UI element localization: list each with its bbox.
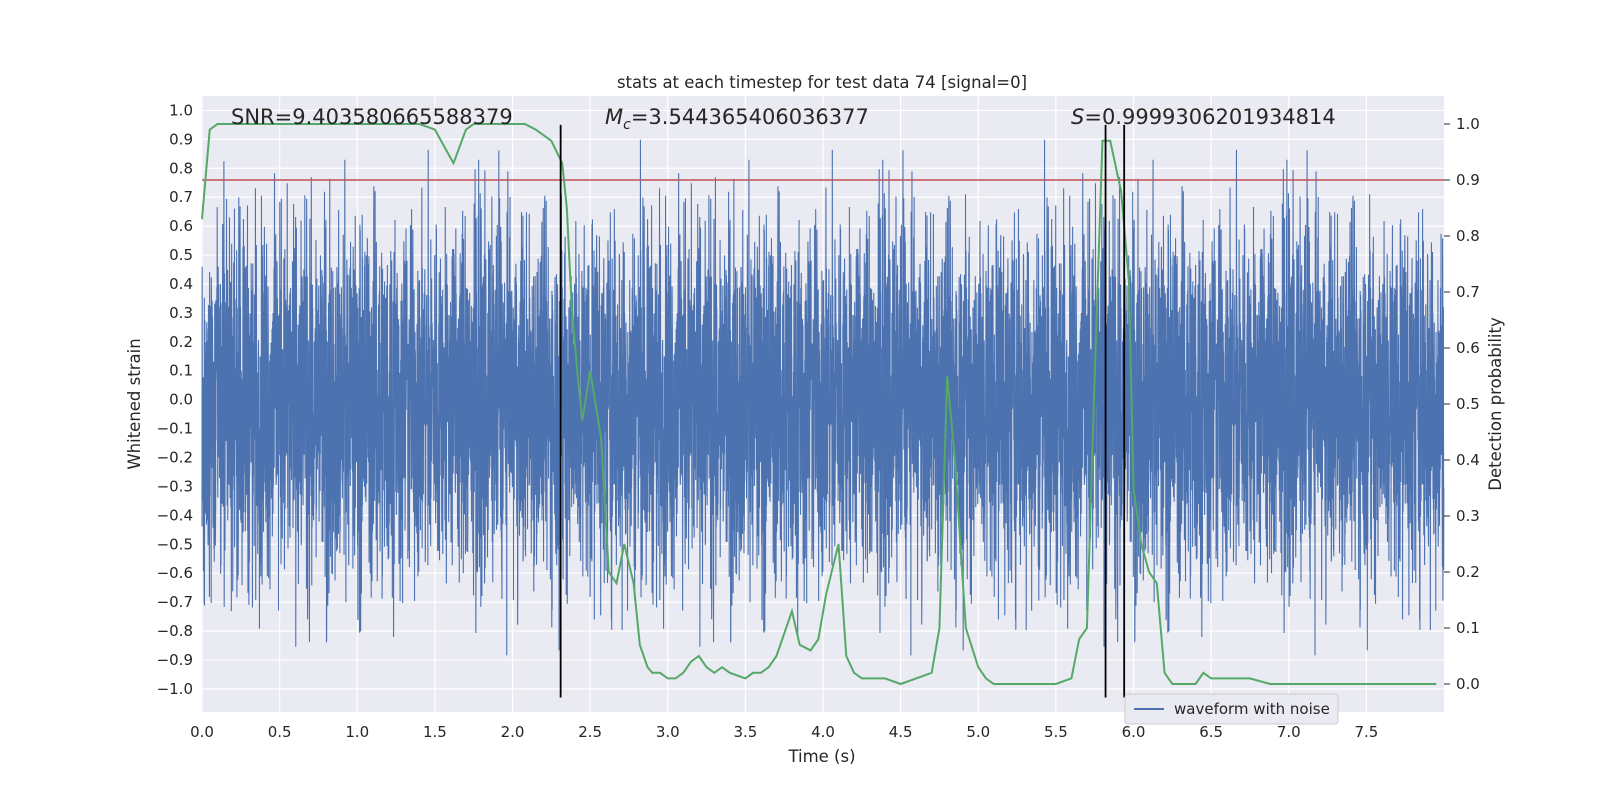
- y-tick-label-left: −0.7: [157, 593, 193, 611]
- detection-probability-line: [201, 123, 1437, 686]
- x-tick-label: 2.5: [578, 723, 602, 741]
- y-tick-label-right: 0.6: [1456, 339, 1480, 357]
- y-tick-label-left: 0.4: [169, 275, 193, 293]
- waveform-series-line: [201, 139, 1445, 656]
- y-tick-label-left: 0.9: [169, 130, 193, 148]
- y-axis-label-right: Detection probability: [1486, 317, 1505, 491]
- x-tick-label: 0.0: [190, 723, 214, 741]
- y-tick-label-right: 0.1: [1456, 619, 1480, 637]
- x-tick-label: 4.0: [811, 723, 835, 741]
- chirp-mass-value: =3.544365406036377: [631, 105, 869, 129]
- y-tick-label-left: 0.8: [169, 159, 193, 177]
- x-tick-label: 5.0: [966, 723, 990, 741]
- y-tick-label-right: 0.0: [1456, 675, 1480, 693]
- x-tick-label: 7.5: [1354, 723, 1378, 741]
- detection-statistic-symbol: S: [1071, 105, 1084, 129]
- y-tick-label-right: 0.3: [1456, 507, 1480, 525]
- y-tick-label-right: 0.5: [1456, 395, 1480, 413]
- x-tick-label: 6.5: [1199, 723, 1223, 741]
- x-tick-label: 1.0: [345, 723, 369, 741]
- axes: 0.0 0.5 1.0 1.5 2.0 2.5 3.0 3.5 4.0 4.5 5.0 5.5 6.0 6…: [157, 101, 1480, 741]
- y-tick-label-left: −0.5: [157, 535, 193, 553]
- detection-statistic-value: =0.9999306201934814: [1084, 105, 1335, 129]
- y-tick-label-left: −0.2: [157, 449, 193, 467]
- chirp-mass-subscript: c: [623, 117, 631, 133]
- chart-marks: [201, 123, 1445, 698]
- y-tick-label-left: 0.7: [169, 188, 193, 206]
- x-tick-label: 6.0: [1122, 723, 1146, 741]
- y-tick-label-left: 0.3: [169, 304, 193, 322]
- x-tick-label: 5.5: [1044, 723, 1068, 741]
- x-tick-label: 7.0: [1277, 723, 1301, 741]
- y-tick-label-left: −0.3: [157, 477, 193, 495]
- snr-annotation: SNR=9.403580665588379: [231, 105, 513, 129]
- legend-label-waveform: waveform with noise: [1174, 700, 1330, 718]
- y-tick-label-left: 1.0: [169, 101, 193, 119]
- x-tick-label: 4.5: [889, 723, 913, 741]
- y-tick-label-left: −0.1: [157, 420, 193, 438]
- y-tick-label-left: 0.5: [169, 246, 193, 264]
- y-tick-label-left: −0.8: [157, 622, 193, 640]
- chart-title: stats at each timestep for test data 74 …: [617, 73, 1027, 92]
- y-tick-label-left: −0.4: [157, 506, 193, 524]
- y-tick-label-left: 0.2: [169, 333, 193, 351]
- x-tick-label: 3.5: [733, 723, 757, 741]
- x-tick-label: 0.5: [268, 723, 292, 741]
- legend: waveform with noise: [1124, 693, 1339, 725]
- y-tick-label-right: 0.4: [1456, 451, 1480, 469]
- y-tick-label-right: 0.2: [1456, 563, 1480, 581]
- chirp-mass-annotation: Mc=3.544365406036377: [605, 105, 869, 133]
- x-tick-label: 3.0: [656, 723, 680, 741]
- y-tick-label-left: 0.6: [169, 217, 193, 235]
- y-tick-label-right: 0.7: [1456, 283, 1480, 301]
- y-tick-label-left: −0.6: [157, 564, 193, 582]
- x-axis-label: Time (s): [787, 747, 855, 766]
- y-tick-label-right: 0.9: [1456, 171, 1480, 189]
- y-tick-label-left: 0.0: [169, 391, 193, 409]
- y-tick-label-left: −1.0: [157, 680, 193, 698]
- y-tick-label-right: 1.0: [1456, 115, 1480, 133]
- y-tick-label-left: 0.1: [169, 362, 193, 380]
- y-tick-label-left: −0.9: [157, 651, 193, 669]
- detection-statistic-annotation: S=0.9999306201934814: [1071, 105, 1336, 129]
- chirp-mass-symbol: M: [605, 105, 623, 129]
- y-axis-label-left: Whitened strain: [125, 338, 144, 469]
- legend-box: [1124, 693, 1339, 725]
- x-tick-label: 1.5: [423, 723, 447, 741]
- x-tick-label: 2.0: [501, 723, 525, 741]
- y-tick-label-right: 0.8: [1456, 227, 1480, 245]
